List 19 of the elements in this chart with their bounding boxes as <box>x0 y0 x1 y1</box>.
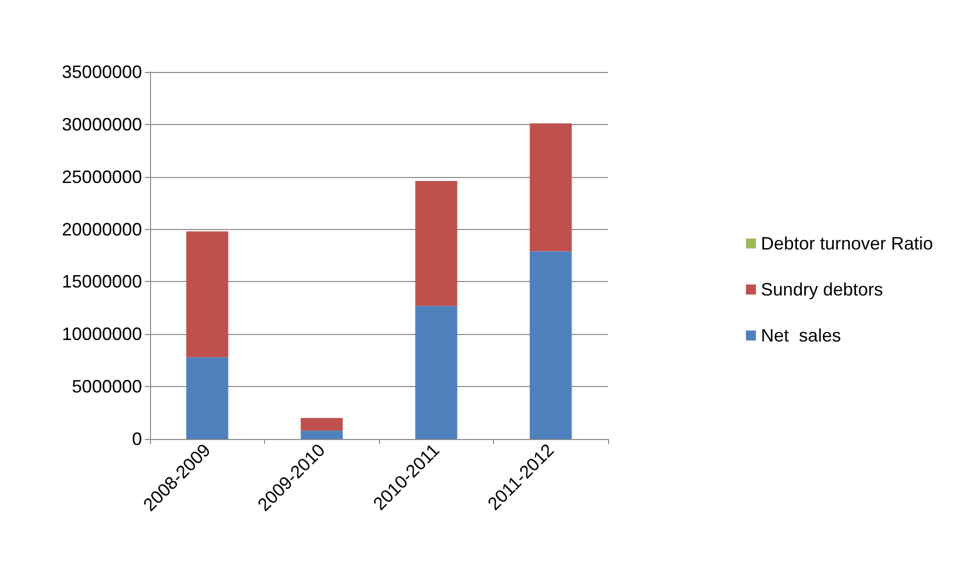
y-tick-label: 15000000 <box>62 272 142 292</box>
y-tick-label: 10000000 <box>62 324 142 344</box>
bar <box>300 430 343 439</box>
legend-label: Sundry debtors <box>760 280 883 300</box>
bar <box>530 251 572 439</box>
y-tick-label: 25000000 <box>62 166 142 187</box>
bar <box>415 181 458 306</box>
bar <box>186 231 228 358</box>
legend-label: Debtor turnover Ratio <box>760 234 934 254</box>
y-tick-label: 20000000 <box>62 219 142 240</box>
bar <box>415 306 458 439</box>
y-tick-label: 30000000 <box>62 114 142 134</box>
bar <box>300 418 343 431</box>
legend-label: Net sales <box>760 326 841 346</box>
bar <box>530 123 572 252</box>
bar <box>186 357 228 439</box>
y-tick-label: 35000000 <box>62 62 142 82</box>
y-tick-label: 5000000 <box>72 376 142 397</box>
y-tick-label: 0 <box>132 429 142 449</box>
